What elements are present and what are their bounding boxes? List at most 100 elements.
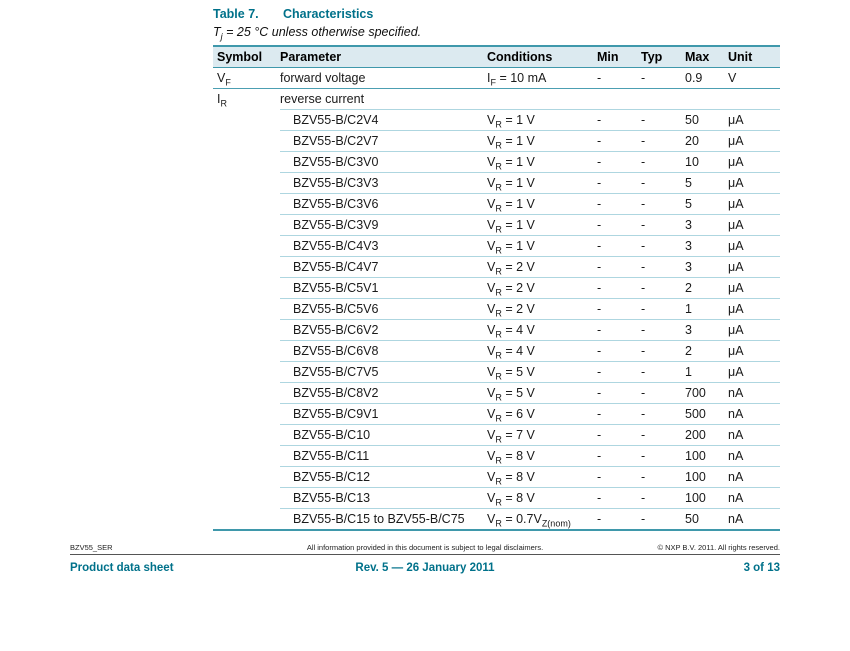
typ-cell: -: [641, 235, 685, 257]
conditions-cell: VR = 2 V: [487, 277, 597, 299]
conditions-cell: VR = 8 V: [487, 487, 597, 509]
table-row: BZV55-B/C9V1 VR = 6 V - -500 nA: [213, 403, 780, 425]
max-cell: 2: [685, 340, 728, 362]
table-row: BZV55-B/C7V5 VR = 5 V - -1 μA: [213, 361, 780, 383]
typ-cell: -: [641, 67, 685, 89]
max-cell: 20: [685, 130, 728, 152]
table-row: BZV55-B/C3V9 VR = 1 V - -3 μA: [213, 214, 780, 236]
table-label: Table 7.: [213, 7, 259, 21]
max-cell: [685, 88, 728, 110]
conditions-cell: VR = 8 V: [487, 466, 597, 488]
symbol-cell: [213, 194, 280, 215]
min-cell: -: [597, 487, 641, 509]
typ-cell: -: [641, 466, 685, 488]
parameter-cell: BZV55-B/C3V6: [280, 193, 487, 215]
max-cell: 0.9: [685, 67, 728, 89]
table-row: BZV55-B/C3V0 VR = 1 V - -10 μA: [213, 151, 780, 173]
max-cell: 100: [685, 487, 728, 509]
doc-id: BZV55_SER: [70, 543, 113, 552]
max-cell: 10: [685, 151, 728, 173]
min-cell: -: [597, 319, 641, 341]
typ-cell: -: [641, 130, 685, 152]
unit-cell: μA: [728, 214, 780, 236]
parameter-cell: BZV55-B/C11: [280, 445, 487, 467]
conditions-cell: VR = 2 V: [487, 256, 597, 278]
table-row: BZV55-B/C3V6 VR = 1 V - -5 μA: [213, 193, 780, 215]
conditions-cell: IF = 10 mA: [487, 67, 597, 89]
min-cell: -: [597, 361, 641, 383]
max-cell: 3: [685, 235, 728, 257]
max-cell: 1: [685, 298, 728, 320]
min-cell: -: [597, 235, 641, 257]
symbol-cell: [213, 320, 280, 341]
min-cell: -: [597, 466, 641, 488]
table-row: BZV55-B/C13 VR = 8 V - -100 nA: [213, 487, 780, 509]
symbol-cell: [213, 299, 280, 320]
copyright-text: © NXP B.V. 2011. All rights reserved.: [657, 543, 780, 552]
conditions-cell: VR = 6 V: [487, 403, 597, 425]
table-row: BZV55-B/C2V7 VR = 1 V - -20 μA: [213, 130, 780, 152]
typ-cell: -: [641, 445, 685, 467]
column-header-min: Min: [597, 46, 641, 68]
parameter-cell: BZV55-B/C3V3: [280, 172, 487, 194]
min-cell: -: [597, 130, 641, 152]
table-row: BZV55-B/C10 VR = 7 V - -200 nA: [213, 424, 780, 446]
table-row: BZV55-B/C4V7 VR = 2 V - -3 μA: [213, 256, 780, 278]
symbol-cell: IR: [217, 92, 227, 109]
parameter-cell: BZV55-B/C7V5: [280, 361, 487, 383]
parameter-cell: BZV55-B/C8V2: [280, 382, 487, 404]
max-cell: 50: [685, 512, 699, 526]
max-cell: 3: [685, 214, 728, 236]
unit-cell: [728, 88, 780, 110]
unit-cell: μA: [728, 193, 780, 215]
table-header-row: Symbol Parameter Conditions Min Typ Max …: [213, 46, 780, 68]
max-cell: 5: [685, 193, 728, 215]
unit-cell: μA: [728, 361, 780, 383]
max-cell: 700: [685, 382, 728, 404]
conditions-cell: VR = 2 V: [487, 298, 597, 320]
parameter-cell: BZV55-B/C6V8: [280, 340, 487, 362]
min-cell: -: [597, 403, 641, 425]
symbol-cell: [213, 110, 280, 131]
typ-cell: -: [641, 151, 685, 173]
table-row: BZV55-B/C15 to BZV55-B/C75 VR = 0.7VZ(nom…: [213, 509, 780, 531]
parameter-cell: BZV55-B/C2V4: [280, 109, 487, 131]
max-cell: 3: [685, 319, 728, 341]
unit-cell: μA: [728, 172, 780, 194]
max-cell: 5: [685, 172, 728, 194]
conditions-cell: VR = 1 V: [487, 172, 597, 194]
typ-cell: -: [641, 109, 685, 131]
min-cell: -: [597, 256, 641, 278]
min-cell: -: [597, 193, 641, 215]
unit-cell: nA: [728, 487, 780, 509]
document-body: Table 7. Characteristics Tj = 25 °C unles…: [213, 7, 780, 531]
symbol-cell: [213, 488, 280, 509]
typ-cell: -: [641, 424, 685, 446]
conditions-cell: VR = 5 V: [487, 382, 597, 404]
parameter-cell: BZV55-B/C3V9: [280, 214, 487, 236]
column-header-unit: Unit: [728, 46, 780, 68]
table-caption: Table 7. Characteristics: [213, 7, 780, 21]
conditions-cell: VR = 0.7VZ(nom): [487, 512, 571, 529]
unit-cell: nA: [728, 445, 780, 467]
typ-cell: -: [641, 340, 685, 362]
conditions-cell: VR = 1 V: [487, 193, 597, 215]
unit-cell: μA: [728, 340, 780, 362]
doc-type: Product data sheet: [70, 562, 174, 574]
table-title: Characteristics: [283, 7, 374, 21]
max-cell: 3: [685, 256, 728, 278]
unit-cell: nA: [728, 403, 780, 425]
parameter-cell: BZV55-B/C13: [280, 487, 487, 509]
typ-cell: -: [641, 512, 646, 526]
symbol-cell: [213, 341, 280, 362]
min-cell: -: [597, 214, 641, 236]
footer-meta-row: BZV55_SER All information provided in th…: [70, 543, 780, 552]
table-note: Tj = 25 °C unless otherwise specified.: [213, 25, 422, 42]
unit-cell: μA: [728, 277, 780, 299]
column-header-conditions: Conditions: [487, 46, 597, 68]
typ-cell: -: [641, 193, 685, 215]
revision: Rev. 5 — 26 January 2011: [355, 562, 495, 574]
min-cell: -: [597, 109, 641, 131]
unit-cell: μA: [728, 235, 780, 257]
symbol-cell: [213, 257, 280, 278]
